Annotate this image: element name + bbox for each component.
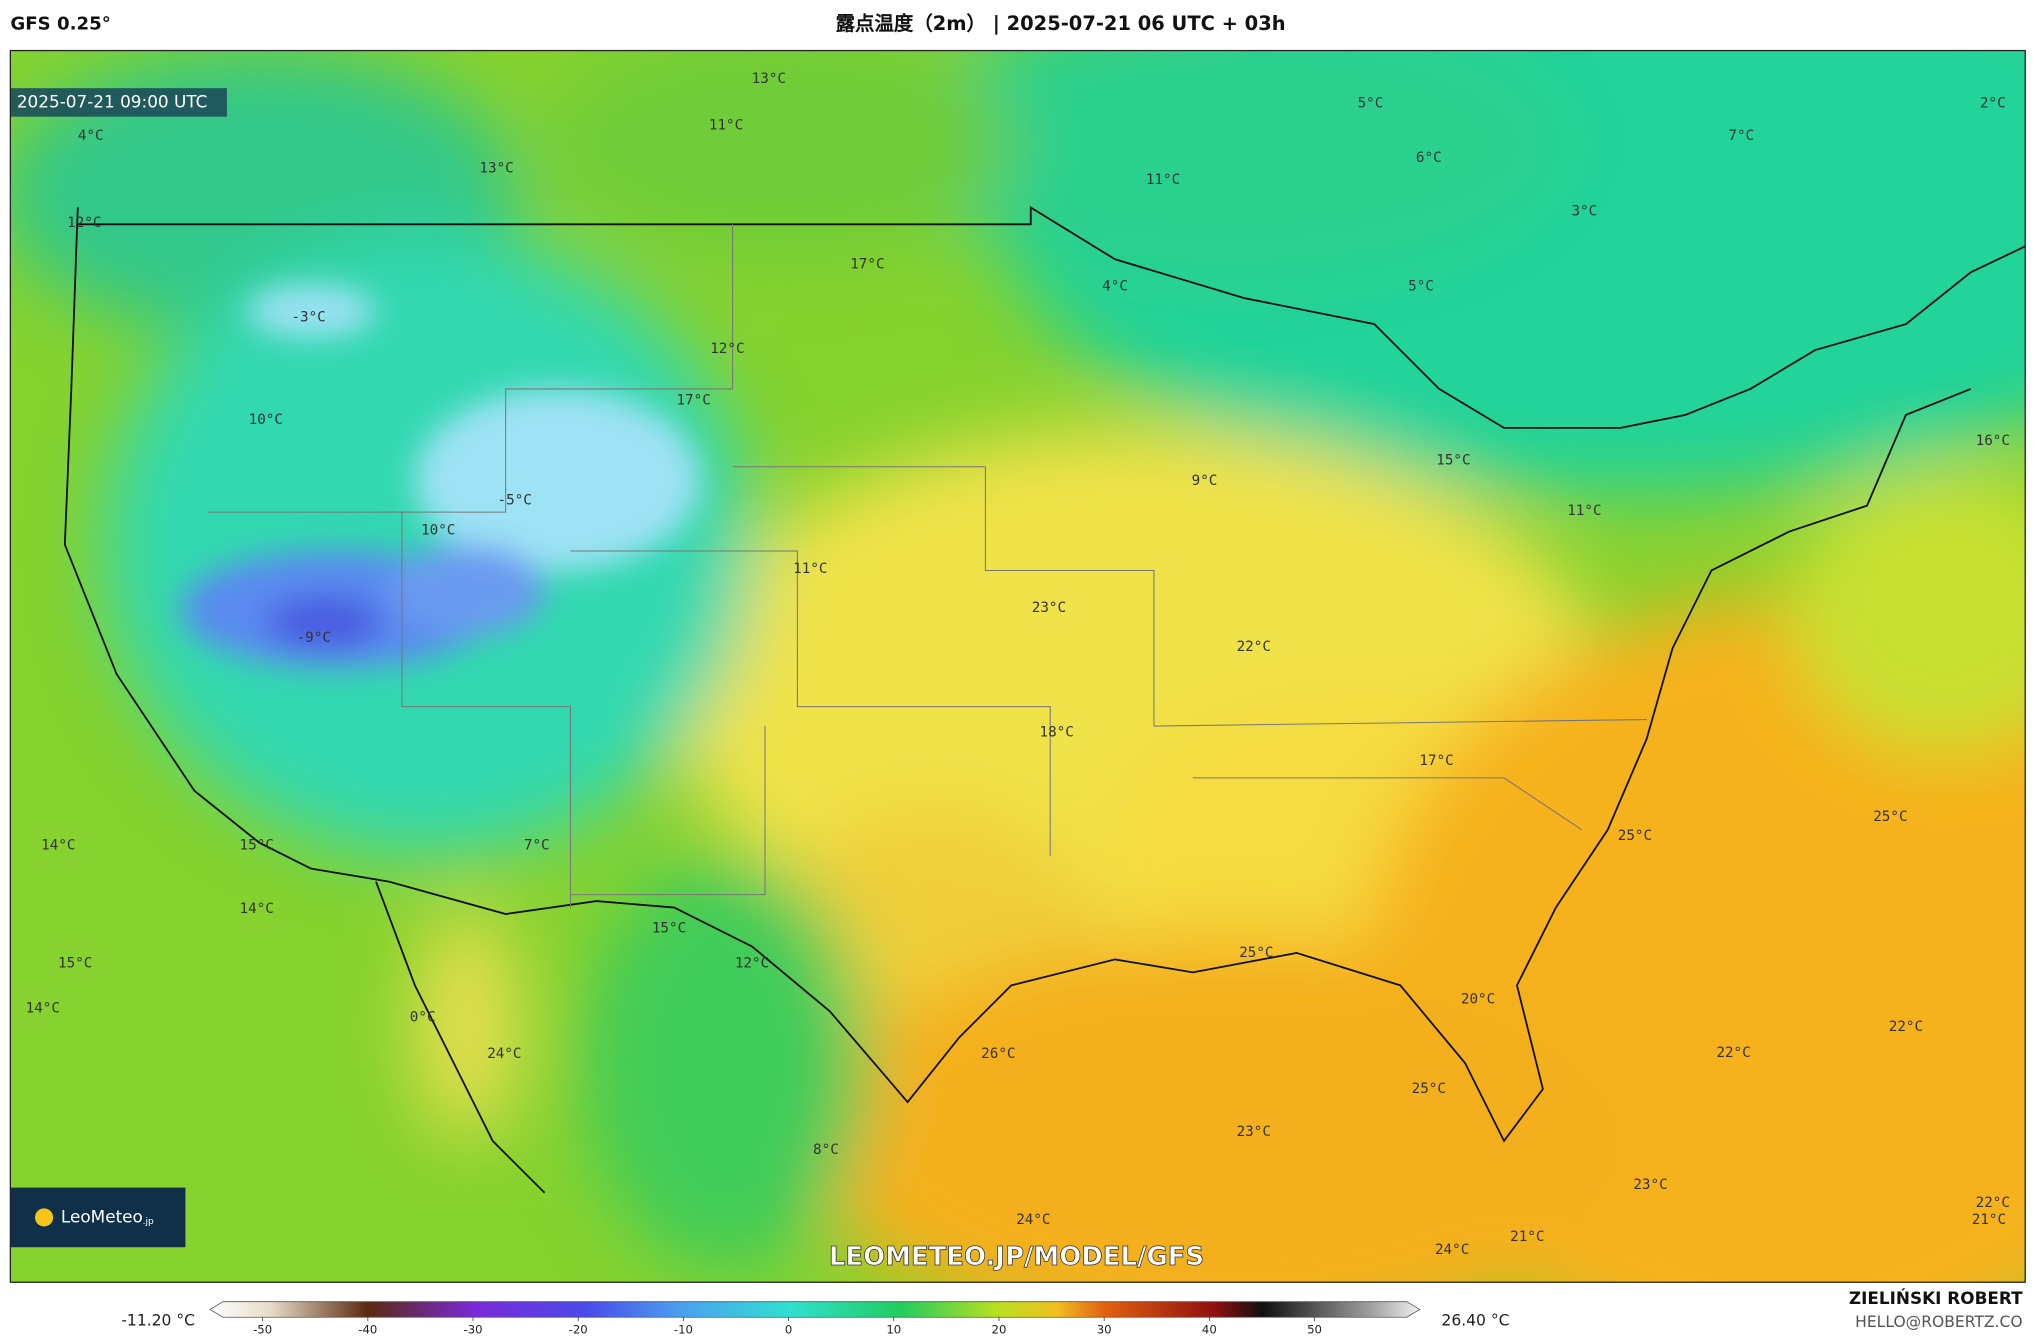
- temperature-label: 11°C: [793, 561, 827, 577]
- temperature-label: 25°C: [1412, 1081, 1446, 1097]
- colorbar-tick-label: -10: [674, 1323, 693, 1337]
- temperature-label: 15°C: [652, 920, 686, 936]
- colorbar-tick-label: 40: [1202, 1323, 1217, 1337]
- temperature-label: 4°C: [1102, 279, 1128, 295]
- colorbar-max: 26.40 °C: [1441, 1312, 1509, 1330]
- temperature-label: 8°C: [813, 1142, 839, 1158]
- temperature-label: 9°C: [1192, 473, 1218, 489]
- temperature-label: 0°C: [410, 1010, 436, 1026]
- temperature-label: 23°C: [1633, 1177, 1667, 1193]
- temperature-label: 7°C: [524, 837, 550, 853]
- temperature-label: 11°C: [1567, 503, 1601, 519]
- temperature-label: 10°C: [421, 522, 455, 538]
- temperature-label: 3°C: [1572, 203, 1598, 219]
- temperature-label: 13°C: [752, 71, 786, 87]
- temperature-label: 16°C: [1976, 433, 2010, 449]
- temperature-label: 21°C: [1510, 1229, 1544, 1245]
- author: ZIELIŃSKI ROBERT: [1849, 1287, 2023, 1308]
- colorbar-tick-label: 30: [1097, 1323, 1112, 1337]
- temperature-label: 25°C: [1618, 828, 1652, 844]
- temperature-label: 23°C: [1032, 600, 1066, 616]
- temperature-label: 15°C: [58, 955, 92, 971]
- temperature-label: 22°C: [1889, 1019, 1923, 1035]
- colorbar-tick-label: -30: [463, 1323, 482, 1337]
- colorbar-tick-label: 0: [785, 1323, 792, 1337]
- colorbar-tick-label: -20: [569, 1323, 588, 1337]
- colorbar-tick-label: -40: [358, 1323, 377, 1337]
- colorbar: [209, 1301, 1421, 1318]
- colorbar-tick-label: 50: [1307, 1323, 1322, 1337]
- colorbar-min: -11.20 °C: [121, 1312, 195, 1330]
- temperature-label: 11°C: [1146, 172, 1180, 188]
- temperature-label: 22°C: [1716, 1045, 1750, 1061]
- temperature-label: 15°C: [240, 837, 274, 853]
- temperature-label: 5°C: [1358, 96, 1384, 112]
- temperature-label: 7°C: [1728, 128, 1754, 144]
- temperature-label: 12°C: [710, 341, 744, 357]
- logo-suffix: .jp: [143, 1217, 154, 1227]
- temperature-label: -9°C: [297, 630, 331, 646]
- temperature-label: 22°C: [1237, 639, 1271, 655]
- temperature-label: 22°C: [1976, 1195, 2010, 1211]
- temperature-label: 17°C: [1419, 753, 1453, 769]
- temperature-label: 17°C: [676, 393, 710, 409]
- temperature-label: 24°C: [487, 1046, 521, 1062]
- temperature-label: 17°C: [850, 256, 884, 272]
- temperature-label: 14°C: [41, 837, 75, 853]
- temperature-label: 20°C: [1461, 992, 1495, 1008]
- valid-time: 2025-07-21 09:00 UTC: [17, 91, 208, 111]
- temperature-label: 23°C: [1237, 1124, 1271, 1140]
- colorbar-tick-label: -50: [253, 1323, 272, 1337]
- temperature-label: 6°C: [1416, 150, 1442, 166]
- colorbar-tick-label: 20: [992, 1323, 1007, 1337]
- temperature-label: 14°C: [240, 901, 274, 917]
- temperature-label: 24°C: [1016, 1212, 1050, 1228]
- temperature-label: -3°C: [291, 310, 325, 326]
- temperature-label: 25°C: [1239, 945, 1273, 961]
- temperature-label: 21°C: [1972, 1212, 2006, 1228]
- map-title: 露点温度（2m） | 2025-07-21 06 UTC + 03h: [836, 12, 1286, 35]
- temperature-label: 12°C: [67, 215, 101, 231]
- temperature-label: 24°C: [1435, 1242, 1469, 1258]
- temperature-label: 10°C: [249, 412, 283, 428]
- temperature-label: 4°C: [78, 128, 104, 144]
- temperature-label: 26°C: [981, 1046, 1015, 1062]
- temperature-label: 15°C: [1436, 452, 1470, 468]
- contact: HELLO@ROBERTZ.CO: [1855, 1313, 2022, 1331]
- temperature-label: 13°C: [479, 161, 513, 177]
- temperature-label: 12°C: [735, 955, 769, 971]
- temperature-label: 2°C: [1980, 96, 2006, 112]
- watermark: LEOMETEO.JP/MODEL/GFS: [829, 1242, 1204, 1272]
- temperature-label: 5°C: [1408, 279, 1434, 295]
- temperature-label: 14°C: [26, 1001, 60, 1017]
- model-name: GFS 0.25°: [10, 14, 111, 35]
- temperature-label: 25°C: [1873, 809, 1907, 825]
- logo-name: LeoMeteo: [61, 1206, 143, 1226]
- temperature-label: -5°C: [498, 492, 532, 508]
- temperature-label: 18°C: [1040, 725, 1074, 741]
- colorbar-tick-label: 10: [886, 1323, 901, 1337]
- temperature-label: 11°C: [709, 118, 743, 134]
